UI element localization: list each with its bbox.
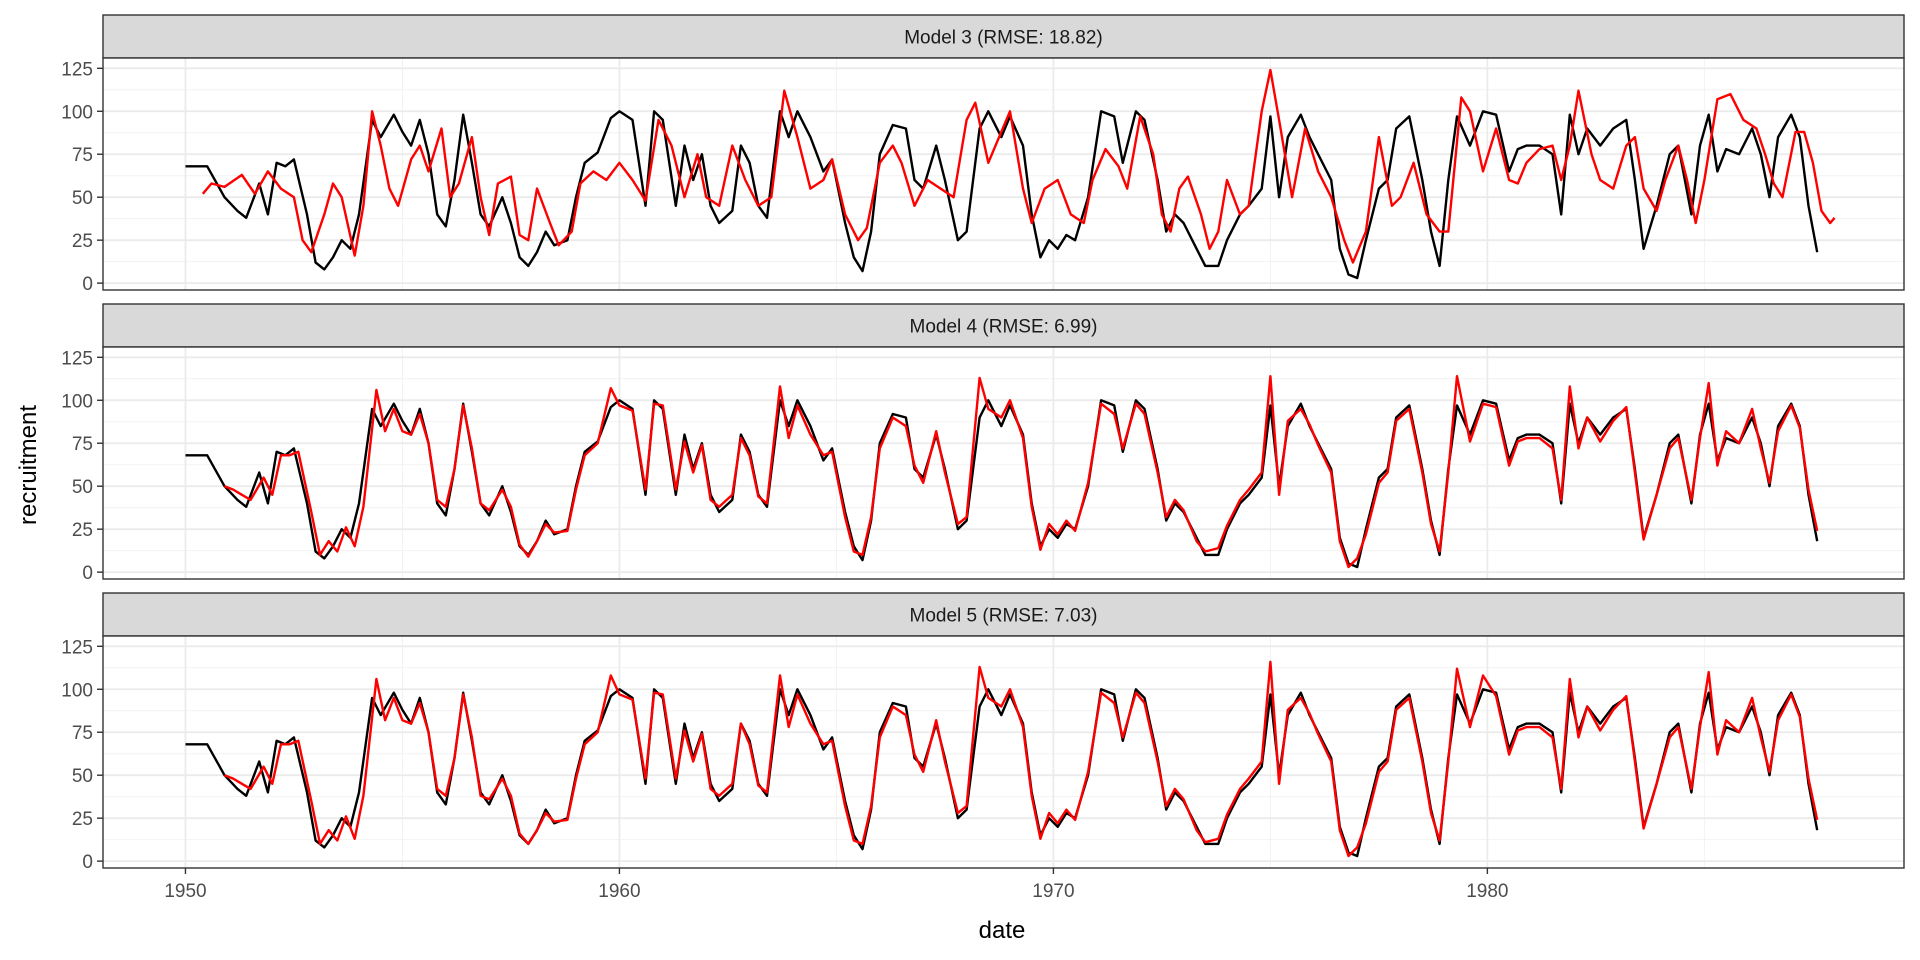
y-tick-label: 100 — [61, 391, 93, 412]
y-tick-label: 75 — [72, 723, 93, 744]
panel: Model 5 (RMSE: 7.03) 0 25 50 75 100 125 — [61, 592, 1905, 873]
panel-border — [102, 635, 1905, 869]
panel: Model 3 (RMSE: 18.82) 0 25 50 75 100 125 — [61, 14, 1905, 295]
predicted-series-line — [224, 660, 1819, 858]
panel-background — [103, 58, 1904, 290]
x-tick-label: 1980 — [1466, 881, 1508, 902]
y-tick-label: 75 — [72, 145, 93, 166]
x-axis: 1950 1960 1970 1980 — [164, 868, 1509, 902]
y-tick-label: 0 — [82, 274, 93, 295]
panel-background — [103, 347, 1904, 579]
y-tick-label: 0 — [82, 563, 93, 584]
x-axis-title: date — [979, 917, 1026, 944]
predicted-series-line — [201, 68, 1836, 264]
y-tick-label: 125 — [61, 637, 93, 658]
predicted-series-line — [224, 375, 1819, 569]
panel-strip — [102, 303, 1905, 348]
x-tick-label: 1960 — [598, 881, 640, 902]
actual-series-line — [185, 110, 1819, 280]
panel-title: Model 5 (RMSE: 7.03) — [910, 606, 1098, 627]
y-tick-label: 100 — [61, 102, 93, 123]
y-tick-label: 50 — [72, 477, 93, 498]
panel-border — [102, 346, 1905, 580]
panel-background — [103, 636, 1904, 868]
y-axis-title: recruitment — [15, 405, 42, 525]
y-tick-label: 0 — [82, 852, 93, 873]
y-tick-label: 100 — [61, 680, 93, 701]
y-tick-label: 75 — [72, 434, 93, 455]
panel-strip — [102, 592, 1905, 637]
y-tick-label: 25 — [72, 520, 93, 541]
panels-layer: Model 3 (RMSE: 18.82)0255075100125Model … — [61, 14, 1905, 873]
panel-strip — [102, 14, 1905, 59]
panel-title: Model 4 (RMSE: 6.99) — [910, 317, 1098, 338]
panel: Model 4 (RMSE: 6.99) 0 25 50 75 100 125 — [61, 303, 1905, 584]
y-tick-label: 125 — [61, 59, 93, 80]
y-tick-label: 50 — [72, 188, 93, 209]
panel-border — [102, 57, 1905, 291]
x-tick-label: 1970 — [1032, 881, 1074, 902]
y-tick-label: 25 — [72, 809, 93, 830]
y-tick-label: 25 — [72, 231, 93, 252]
x-tick-label: 1950 — [164, 881, 206, 902]
panel-title: Model 3 (RMSE: 18.82) — [904, 28, 1103, 49]
y-tick-label: 125 — [61, 348, 93, 369]
y-tick-label: 50 — [72, 766, 93, 787]
